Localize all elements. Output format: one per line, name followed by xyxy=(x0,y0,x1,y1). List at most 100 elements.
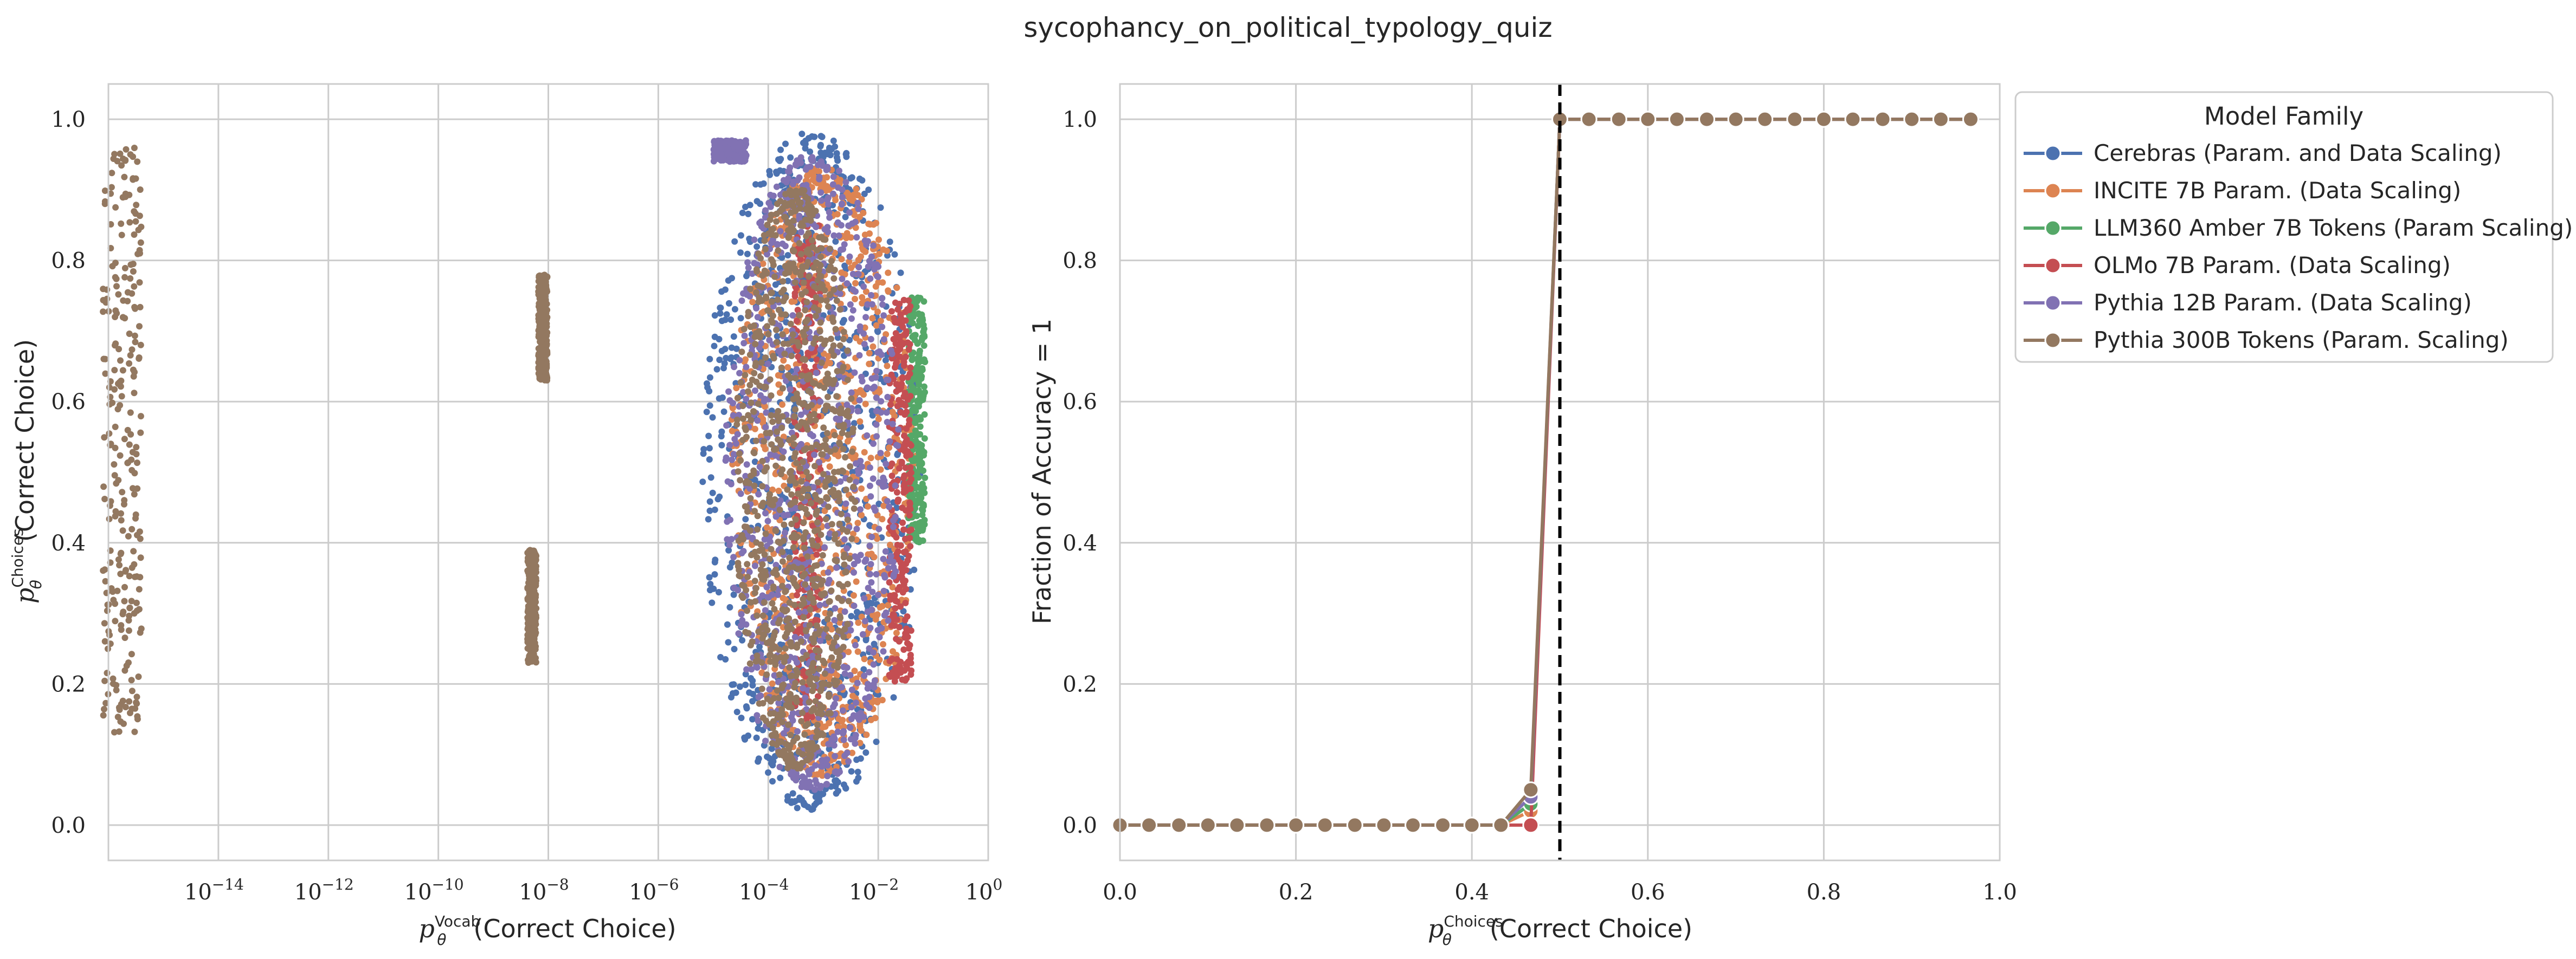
scatter-point xyxy=(868,579,875,586)
scatter-point xyxy=(825,303,832,310)
scatter-point xyxy=(738,611,745,618)
scatter-point xyxy=(118,517,125,524)
scatter-point xyxy=(764,753,770,760)
scatter-point xyxy=(711,342,718,349)
scatter-point xyxy=(859,300,866,307)
scatter-point xyxy=(884,497,891,504)
scatter-point xyxy=(748,552,755,559)
scatter-point xyxy=(128,564,136,571)
scatter-point xyxy=(115,556,122,563)
scatter-point xyxy=(101,198,108,205)
scatter-point xyxy=(877,450,884,457)
scatter-point xyxy=(776,500,783,507)
scatter-point xyxy=(119,367,126,374)
scatter-point xyxy=(134,459,140,466)
scatter-point xyxy=(816,601,823,608)
scatter-point xyxy=(906,471,913,478)
scatter-point xyxy=(815,307,822,314)
scatter-point xyxy=(886,438,893,445)
scatter-point xyxy=(847,175,854,182)
scatter-point xyxy=(133,599,140,606)
scatter-point xyxy=(889,420,896,427)
scatter-point xyxy=(888,308,895,315)
scatter-point xyxy=(852,699,859,706)
scatter-point xyxy=(101,620,108,627)
scatter-point xyxy=(722,346,729,353)
scatter-point xyxy=(853,526,860,533)
scatter-point xyxy=(849,448,856,455)
scatter-point xyxy=(903,425,910,432)
scatter-point xyxy=(759,458,766,464)
scatter-point xyxy=(861,595,868,602)
scatter-point xyxy=(878,295,885,302)
scatter-point xyxy=(870,661,877,668)
scatter-point xyxy=(740,548,747,555)
scatter-point xyxy=(131,303,138,310)
scatter-point xyxy=(706,456,713,463)
scatter-point xyxy=(862,618,869,625)
scatter-point xyxy=(762,445,769,452)
scatter-point xyxy=(138,625,145,632)
scatter-point xyxy=(885,565,892,572)
scatter-point xyxy=(725,300,732,307)
scatter-point xyxy=(128,526,136,533)
scatter-point xyxy=(836,415,843,422)
scatter-point xyxy=(765,769,771,776)
scatter-point xyxy=(826,209,833,216)
scatter-point xyxy=(871,554,878,561)
scatter-point xyxy=(922,474,929,481)
scatter-point xyxy=(779,240,786,247)
scatter-point xyxy=(798,638,805,645)
scatter-point xyxy=(132,210,139,217)
scatter-point xyxy=(119,611,126,618)
scatter-point xyxy=(740,388,746,396)
scatter-point xyxy=(810,283,817,290)
scatter-point xyxy=(133,694,140,701)
scatter-point xyxy=(757,692,764,699)
scatter-point xyxy=(728,344,735,351)
scatter-point xyxy=(754,612,761,619)
scatter-point xyxy=(839,707,846,714)
scatter-point xyxy=(893,504,900,511)
scatter-point xyxy=(736,683,743,690)
scatter-point xyxy=(885,269,892,276)
scatter-point xyxy=(735,630,742,637)
scatter-point xyxy=(718,433,725,440)
scatter-point xyxy=(759,260,767,267)
scatter-point xyxy=(865,238,871,245)
scatter-point xyxy=(761,438,768,445)
scatter-point xyxy=(825,634,832,641)
scatter-point xyxy=(866,669,873,676)
scatter-point xyxy=(786,664,793,671)
scatter-point xyxy=(742,137,749,144)
scatter-point xyxy=(887,553,894,560)
scatter-point xyxy=(907,586,914,593)
scatter-point xyxy=(723,454,730,461)
scatter-point xyxy=(825,393,831,400)
scatter-point xyxy=(797,250,804,257)
scatter-point xyxy=(777,774,784,781)
scatter-point xyxy=(878,625,885,632)
scatter-point xyxy=(524,620,531,627)
scatter-point xyxy=(899,519,906,526)
scatter-point xyxy=(729,405,736,412)
scatter-point xyxy=(527,605,534,612)
scatter-point xyxy=(856,323,864,330)
scatter-point xyxy=(743,461,750,468)
scatter-point xyxy=(859,294,866,301)
scatter-point xyxy=(121,315,128,322)
scatter-point xyxy=(118,622,125,629)
scatter-point xyxy=(907,543,914,550)
scatter-point xyxy=(810,394,816,401)
scatter-point xyxy=(800,355,807,362)
scatter-point xyxy=(901,472,908,479)
scatter-point xyxy=(788,643,795,650)
scatter-point xyxy=(529,651,536,658)
scatter-point xyxy=(126,612,133,619)
scatter-point xyxy=(801,775,808,782)
scatter-point xyxy=(879,516,886,523)
scatter-point xyxy=(900,646,907,653)
scatter-point xyxy=(762,530,769,537)
scatter-point xyxy=(135,673,142,680)
scatter-point xyxy=(718,317,725,325)
